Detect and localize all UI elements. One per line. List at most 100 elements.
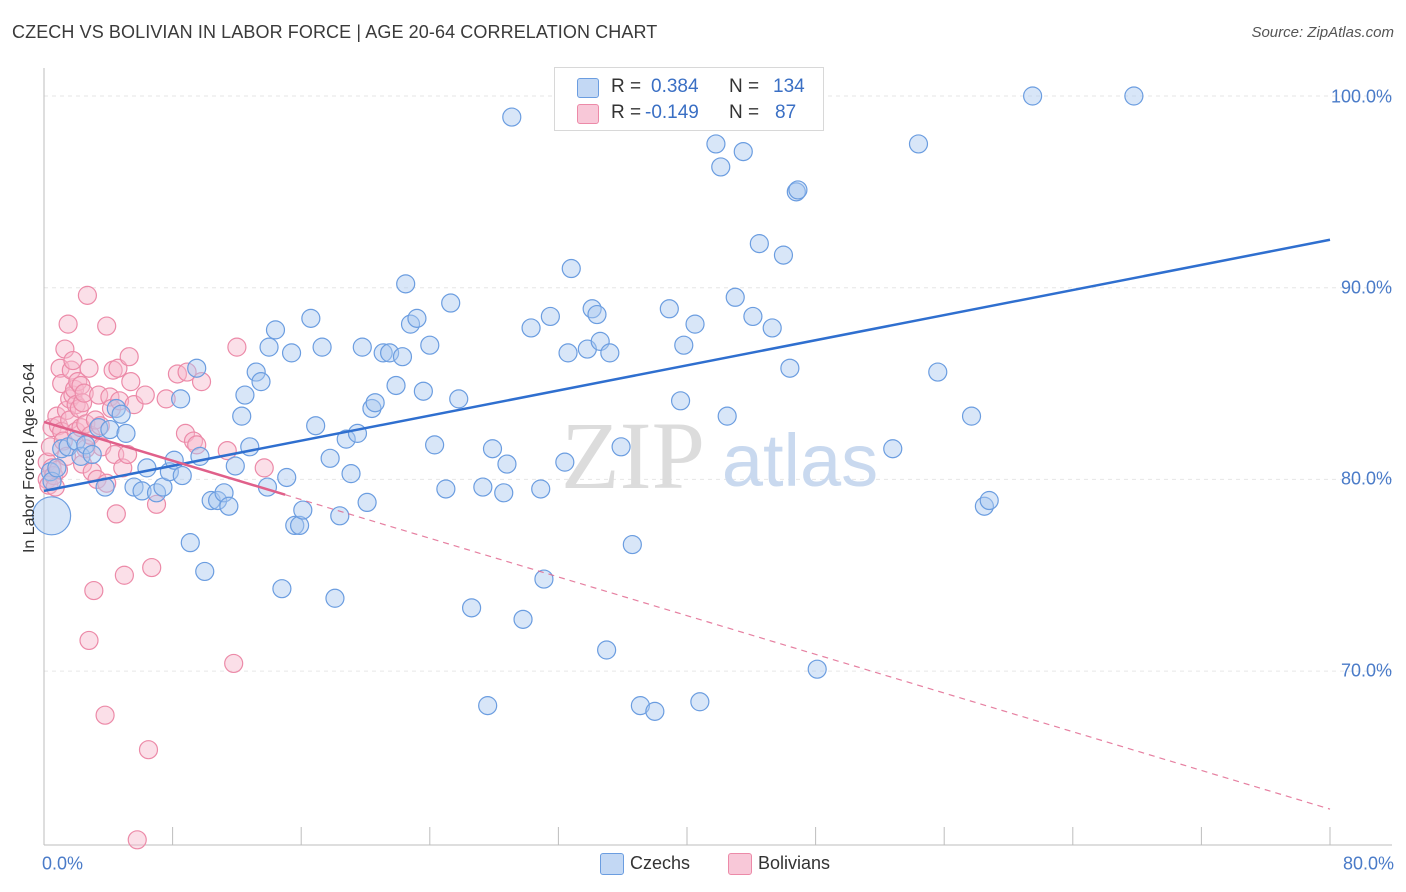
trend-lines [43, 238, 1331, 810]
czech-point-9 [82, 444, 102, 465]
czech-point-97 [630, 696, 650, 716]
czech-point-18 [137, 458, 157, 478]
czech-point-48 [301, 308, 321, 328]
bolivian-trend-dashed [284, 494, 1331, 810]
watermark-atlas: atlas [722, 419, 878, 502]
czech-point-41 [265, 320, 286, 340]
bolivian-legend-label: Bolivians [758, 853, 831, 873]
czech-point-74 [461, 598, 482, 618]
czech-point-126 [1124, 86, 1144, 106]
bolivian-point-31 [72, 454, 93, 474]
czech-n-value: 134 [773, 76, 805, 97]
czech-point-32 [219, 496, 239, 516]
czech-point-121 [928, 362, 948, 382]
czech-point-33 [225, 456, 245, 476]
bolivian-trend-line [43, 420, 286, 496]
bolivian-point-61 [121, 372, 141, 392]
czech-point-82 [521, 318, 541, 338]
czech-point-26 [187, 358, 207, 378]
bolivian-point-36 [77, 285, 98, 305]
czech-point-120 [908, 134, 929, 154]
czech-legend-swatch [600, 853, 624, 875]
czech-point-61 [373, 343, 393, 363]
czech-point-57 [352, 337, 372, 357]
bolivian-point-78 [254, 458, 274, 478]
czech-point-17 [132, 481, 152, 501]
czech-point-73 [449, 389, 469, 409]
czech-point-79 [497, 454, 517, 474]
czech-point-64 [392, 347, 413, 367]
czech-point-70 [425, 435, 445, 455]
bolivian-point-15 [55, 339, 75, 359]
czech-point-68 [413, 381, 433, 401]
y-tick-100: 100.0% [1330, 86, 1392, 107]
bolivian-point-67 [146, 494, 167, 514]
bolivian-points [37, 285, 274, 850]
bolivian-swatch [577, 104, 599, 124]
czech-point-59 [362, 398, 382, 419]
czech-point-58 [357, 492, 377, 513]
watermark: ZIP atlas [561, 402, 878, 509]
czech-point-28 [195, 561, 215, 582]
y-axis-label: In Labor Force | Age 20-64 [21, 362, 38, 554]
bolivian-point-60 [119, 347, 139, 367]
czech-point-105 [706, 134, 726, 154]
czech-point-67 [407, 308, 427, 328]
bolivian-n-value: 87 [775, 102, 797, 123]
bolivian-point-30 [71, 375, 91, 396]
czech-point-80 [502, 107, 522, 127]
bolivian-point-22 [63, 350, 83, 371]
czech-point-100 [659, 299, 679, 319]
czech-point-56 [347, 423, 368, 443]
czech-point-109 [733, 141, 753, 162]
czech-legend-label: Czechs [630, 853, 691, 873]
bolivian-point-63 [127, 830, 147, 850]
czech-point-50 [312, 337, 332, 357]
source-label: Source: ZipAtlas.com [1251, 24, 1394, 41]
czech-point-49 [306, 416, 326, 436]
czech-point-125 [1023, 86, 1043, 106]
czech-point-46 [289, 515, 310, 536]
bolivian-r-label: R = [611, 102, 642, 123]
czech-n-label: N = [729, 76, 760, 97]
bolivian-point-41 [84, 580, 104, 601]
czech-point-93 [597, 640, 617, 660]
czech-point-14 [111, 404, 131, 424]
czech-point-95 [611, 437, 631, 457]
bolivian-point-77 [227, 337, 247, 357]
czech-point-124 [979, 490, 999, 511]
czech-point-115 [780, 358, 800, 378]
czech-point-42 [272, 579, 292, 599]
czech-point-62 [380, 343, 400, 363]
czech-point-91 [587, 304, 607, 325]
bolivian-point-68 [156, 389, 176, 409]
czech-point-12 [100, 419, 120, 440]
y-tick-70: 70.0% [1340, 660, 1392, 681]
czech-point-103 [685, 314, 705, 334]
czech-point-77 [482, 439, 503, 459]
czech-point-94 [600, 343, 620, 363]
czech-point-38 [251, 372, 271, 392]
czech-swatch [577, 78, 599, 98]
czech-point-34 [232, 406, 252, 426]
bolivian-point-71 [177, 362, 197, 382]
bolivian-legend-swatch [728, 853, 752, 875]
czech-point-99 [645, 701, 665, 721]
bolivian-point-51 [101, 398, 122, 419]
czech-point-53 [330, 506, 350, 526]
czech-point-30 [208, 490, 228, 511]
czech-point-35 [235, 385, 255, 405]
bolivian-r-value: -0.149 [645, 102, 699, 123]
stats-legend: R = 0.384 N = 134 R = -0.149 N = 87 [554, 67, 824, 131]
czech-point-51 [320, 448, 340, 468]
watermark-zip: ZIP [561, 402, 705, 509]
bolivian-point-48 [97, 316, 117, 336]
czech-point-8 [76, 435, 96, 455]
chart-title: CZECH VS BOLIVIAN IN LABOR FORCE | AGE 2… [12, 22, 658, 42]
czech-point-3 [47, 458, 67, 478]
czech-point-24 [172, 465, 192, 486]
bolivian-point-38 [79, 358, 99, 378]
czech-point-54 [336, 429, 356, 449]
czech-point-104 [690, 692, 710, 712]
czech-point-52 [325, 588, 345, 608]
